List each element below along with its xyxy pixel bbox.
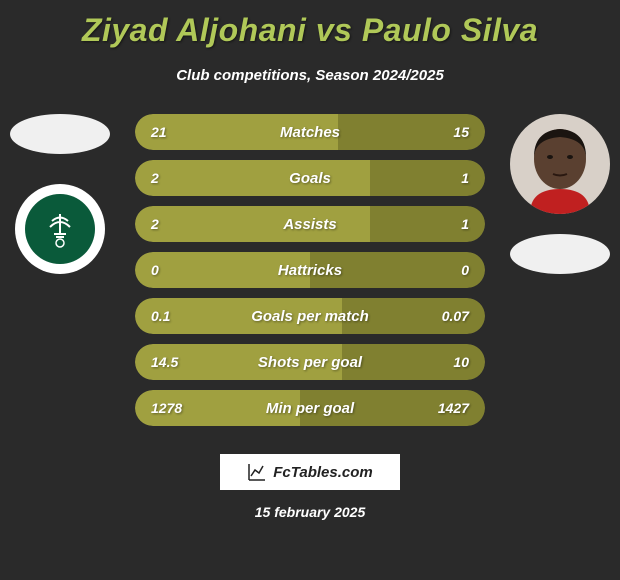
- stat-value-right: 1427: [438, 400, 469, 416]
- stats-list: 21Matches15 2Goals1 2Assists1 0Hattricks0 0.…: [135, 114, 485, 426]
- brand-text: FcTables.com: [273, 464, 372, 481]
- stat-value-right: 1: [461, 216, 469, 232]
- stat-row: 0Hattricks0: [135, 252, 485, 288]
- comparison-content: 21Matches15 2Goals1 2Assists1 0Hattricks0 0.…: [0, 114, 620, 426]
- palm-crest-icon: [40, 209, 80, 249]
- stat-label: Goals per match: [135, 308, 485, 325]
- right-player-column: [505, 114, 615, 304]
- stat-row: 21Matches15: [135, 114, 485, 150]
- left-player-column: [5, 114, 115, 274]
- stat-row: 2Assists1: [135, 206, 485, 242]
- stat-label: Goals: [135, 170, 485, 187]
- stat-label: Min per goal: [135, 400, 485, 417]
- player-face-icon: [510, 114, 610, 214]
- stat-value-right: 0: [461, 262, 469, 278]
- subtitle: Club competitions, Season 2024/2025: [0, 67, 620, 84]
- club-badge-icon: [25, 194, 95, 264]
- brand-logo: FcTables.com: [220, 454, 400, 490]
- stat-value-right: 0.07: [442, 308, 469, 324]
- stat-label: Matches: [135, 124, 485, 141]
- stat-value-right: 1: [461, 170, 469, 186]
- stat-value-right: 15: [453, 124, 469, 140]
- left-flag-icon: [10, 114, 110, 154]
- page-title: Ziyad Aljohani vs Paulo Silva: [0, 0, 620, 49]
- stat-row: 1278Min per goal1427: [135, 390, 485, 426]
- stat-row: 2Goals1: [135, 160, 485, 196]
- right-flag-icon: [510, 234, 610, 274]
- stat-label: Hattricks: [135, 262, 485, 279]
- stat-label: Shots per goal: [135, 354, 485, 371]
- stat-label: Assists: [135, 216, 485, 233]
- stat-row: 14.5Shots per goal10: [135, 344, 485, 380]
- left-club-badge: [15, 184, 105, 274]
- chart-icon: [247, 462, 267, 482]
- stat-value-right: 10: [453, 354, 469, 370]
- date-text: 15 february 2025: [0, 504, 620, 520]
- stat-row: 0.1Goals per match0.07: [135, 298, 485, 334]
- right-player-photo: [510, 114, 610, 214]
